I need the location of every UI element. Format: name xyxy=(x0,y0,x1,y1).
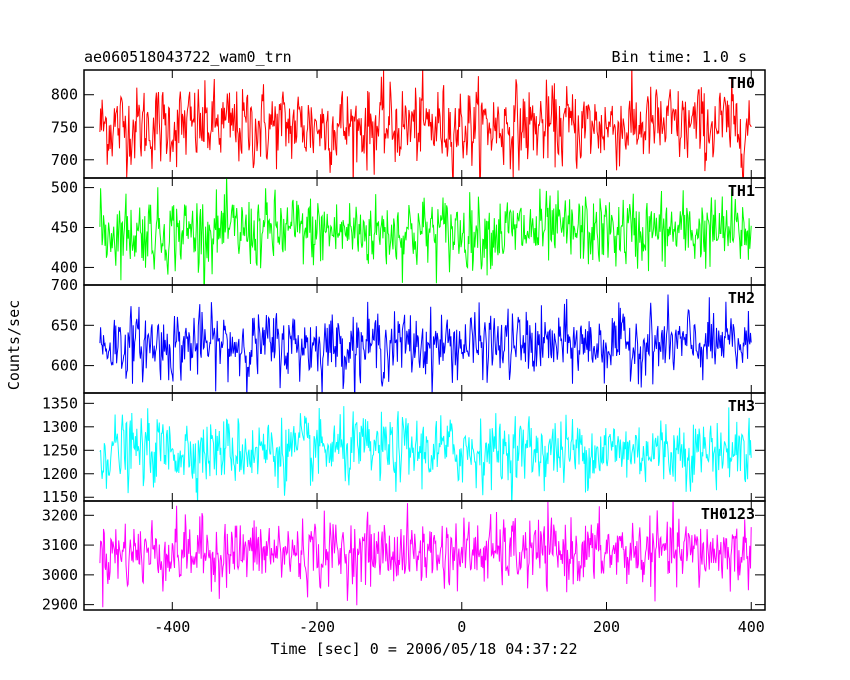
series-name-label: TH0 xyxy=(728,74,755,92)
y-tick-label: 1300 xyxy=(42,418,78,436)
panel-th0: 700 750 800 TH0 xyxy=(51,69,766,179)
series-name-label: TH1 xyxy=(728,182,755,200)
bin-time-title: Bin time: 1.0 s xyxy=(612,48,747,66)
x-tick-label: -400 xyxy=(154,618,190,636)
x-tick-label: 0 xyxy=(457,618,466,636)
y-tick-label: 600 xyxy=(51,357,78,375)
y-tick-label: 700 xyxy=(51,276,78,294)
y-tick-label: 1150 xyxy=(42,488,78,506)
series-name-label: TH2 xyxy=(728,289,755,307)
y-tick-label: 3100 xyxy=(42,536,78,554)
panel-th2: 600 650 700 TH2 xyxy=(51,276,766,394)
series-line-th0123 xyxy=(99,501,752,608)
y-tick-label: 500 xyxy=(51,179,78,197)
y-tick-label: 3000 xyxy=(42,566,78,584)
x-tick-label: -200 xyxy=(299,618,335,636)
y-tick-label: 400 xyxy=(51,258,78,276)
y-axis-label: Counts/sec xyxy=(5,300,23,390)
panels-group: 700 750 800 TH0 400 450 500 TH1 600 650 700 TH2 1150… xyxy=(42,69,766,636)
series-line-th2 xyxy=(99,294,752,393)
y-tick-label: 800 xyxy=(51,86,78,104)
x-tick-label: 400 xyxy=(738,618,765,636)
panel-th0123: 2900 3000 3100 3200 TH0123 -400 -200 0 200 400 xyxy=(42,500,766,636)
y-tick-label: 3200 xyxy=(42,506,78,524)
x-tick-label: 200 xyxy=(593,618,620,636)
y-tick-label: 650 xyxy=(51,316,78,334)
x-axis-label: Time [sec] 0 = 2006/05/18 04:37:22 xyxy=(270,640,577,658)
observation-id-title: ae060518043722_wam0_trn xyxy=(84,48,292,66)
series-line-th0 xyxy=(99,70,752,178)
series-line-th3 xyxy=(99,406,752,501)
series-name-label: TH3 xyxy=(728,397,755,415)
panel-frame xyxy=(83,500,766,611)
y-tick-label: 450 xyxy=(51,219,78,237)
series-line-th1 xyxy=(99,178,752,285)
y-tick-label: 2900 xyxy=(42,596,78,614)
panel-th1: 400 450 500 TH1 xyxy=(51,177,766,286)
series-name-label: TH0123 xyxy=(701,505,755,523)
y-tick-label: 1250 xyxy=(42,441,78,459)
y-tick-label: 700 xyxy=(51,151,78,169)
y-tick-label: 1350 xyxy=(42,394,78,412)
y-tick-label: 750 xyxy=(51,118,78,136)
y-tick-label: 1200 xyxy=(42,465,78,483)
panel-th3: 1150 1200 1250 1300 1350 TH3 xyxy=(42,392,766,506)
